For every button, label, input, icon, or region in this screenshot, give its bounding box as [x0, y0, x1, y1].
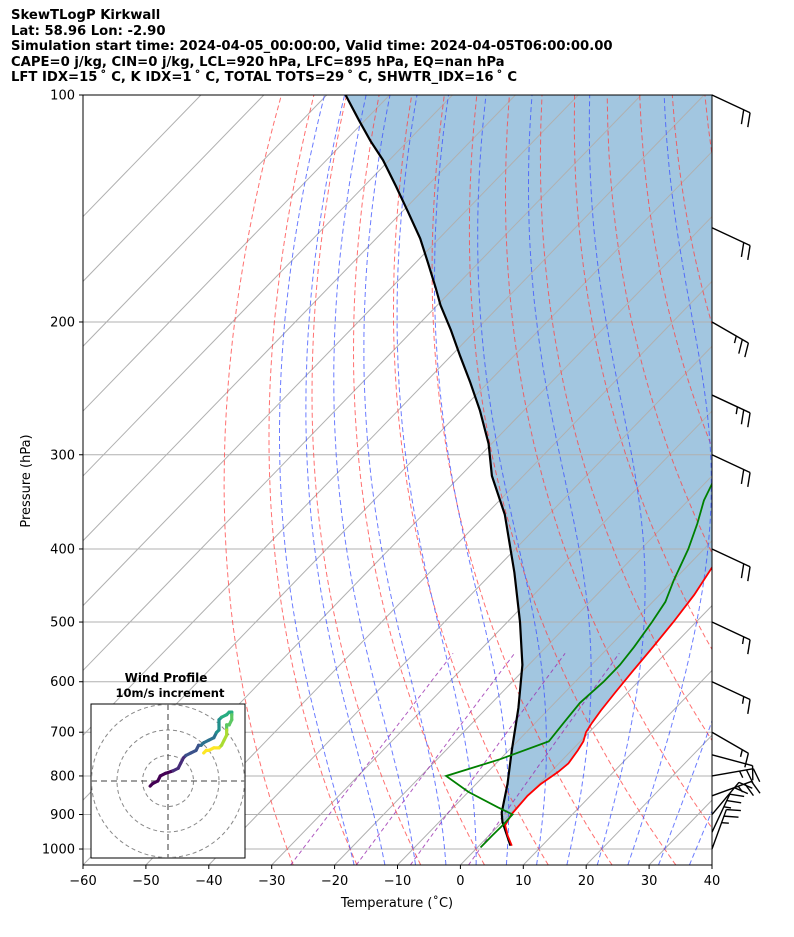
y-tick-label: 200 — [50, 315, 75, 330]
hodograph-title: Wind Profile — [125, 671, 208, 685]
wind-barb — [711, 681, 751, 714]
x-tick-label: −10 — [384, 874, 411, 889]
mixing-ratio-line — [409, 653, 566, 865]
indices-line-1: CAPE=0 j/kg, CIN=0 j/kg, LCL=920 hPa, LF… — [11, 54, 505, 70]
isotherm — [83, 95, 328, 347]
mixing-ratio-line — [468, 653, 620, 865]
isotherm — [83, 95, 642, 672]
moist-adiabat — [396, 95, 477, 865]
y-tick-label: 1000 — [42, 843, 75, 858]
moist-adiabat — [333, 95, 416, 865]
parcel-profile-line — [344, 95, 524, 847]
isotherm — [83, 95, 453, 477]
y-axis-label: Pressure (hPa) — [19, 434, 34, 527]
wind-barb — [711, 621, 751, 655]
y-tick-label: 500 — [50, 616, 75, 631]
moist-adiabat — [477, 95, 547, 865]
moist-adiabat — [627, 95, 712, 865]
y-tick-label: 300 — [50, 448, 75, 463]
wind-barb — [711, 94, 751, 128]
isotherm — [585, 734, 712, 865]
dry-adiabat — [223, 95, 294, 865]
x-tick-label: −60 — [69, 874, 96, 889]
wind-barb — [711, 454, 751, 487]
dewpoint-line — [444, 481, 712, 849]
moist-adiabat — [720, 95, 794, 865]
x-tick-label: 0 — [456, 874, 464, 889]
wind-barb — [711, 731, 750, 768]
moist-adiabat — [305, 95, 386, 865]
dry-adiabat — [539, 95, 712, 742]
x-tick-label: −30 — [258, 874, 285, 889]
hodograph-segment — [202, 748, 208, 755]
location-line: Lat: 58.96 Lon: -2.90 — [11, 23, 166, 39]
y-tick-label: 600 — [50, 675, 75, 690]
dry-adiabat — [573, 95, 712, 651]
hodograph-inset: Wind Profile 10m/s increment — [90, 671, 246, 859]
moist-adiabat — [279, 95, 355, 865]
y-tick-label: 100 — [50, 89, 75, 104]
dry-adiabat — [505, 95, 712, 829]
wind-barb — [711, 808, 741, 850]
time-line: Simulation start time: 2024-04-05_00:00:… — [11, 39, 613, 55]
dry-adiabat — [639, 95, 712, 449]
isotherm — [334, 475, 712, 865]
x-tick-label: −40 — [195, 874, 222, 889]
wind-barb — [711, 793, 745, 833]
isotherm — [208, 345, 712, 865]
hodograph-subtitle: 10m/s increment — [116, 686, 225, 700]
wind-barbs — [711, 94, 761, 850]
dry-adiabat — [738, 95, 794, 865]
negative-area-shading — [345, 95, 712, 846]
moist-adiabat — [528, 95, 592, 865]
isotherm — [83, 95, 390, 412]
isotherm — [271, 410, 712, 865]
dry-adiabat — [311, 95, 422, 865]
chart-title: SkewTLogP Kirkwall — [11, 8, 161, 23]
y-tick-label: 700 — [50, 726, 75, 741]
dry-adiabat — [393, 95, 549, 865]
y-tick-label: 800 — [50, 769, 75, 784]
wind-barb — [711, 548, 751, 582]
x-axis-label: Temperature (˚C) — [340, 895, 453, 911]
dry-adiabat — [352, 95, 485, 865]
isotherm — [83, 95, 265, 283]
x-tick-label: 30 — [641, 874, 658, 889]
wind-barb — [711, 394, 751, 428]
dry-adiabat — [770, 95, 794, 865]
dry-adiabat — [268, 95, 358, 865]
y-tick-label: 900 — [50, 808, 75, 823]
moist-adiabat — [434, 95, 510, 865]
temperature-line — [504, 565, 712, 847]
axes: −60 −50 −40 −30 −20 −10 0 10 20 30 40 1000 900 800 700… — [42, 89, 720, 890]
chart-header: SkewTLogP Kirkwall Lat: 58.96 Lon: -2.90… — [11, 8, 613, 86]
isotherm — [397, 540, 712, 865]
x-tick-label: −20 — [321, 874, 348, 889]
mixing-ratio-line — [355, 653, 516, 865]
dry-adiabat — [468, 95, 677, 865]
wind-barb — [711, 780, 761, 797]
isotherm — [83, 95, 516, 542]
x-tick-label: −50 — [132, 874, 159, 889]
isotherm — [145, 280, 712, 865]
isotherm — [83, 95, 705, 737]
indices-line-2: LFT IDX=15 ˚ C, K IDX=1 ˚ C, TOTAL TOTS=… — [11, 70, 517, 86]
x-tick-label: 20 — [578, 874, 595, 889]
moist-adiabat — [588, 95, 646, 865]
x-tick-label: 40 — [704, 874, 721, 889]
moist-adiabat — [363, 95, 447, 865]
x-tick-label: 10 — [515, 874, 532, 889]
y-tick-label: 400 — [50, 542, 75, 557]
wind-barb — [711, 767, 761, 784]
isotherm — [711, 864, 712, 865]
isotherm — [83, 95, 579, 607]
wind-barb — [711, 227, 751, 261]
isotherm — [522, 669, 712, 865]
mixing-ratio-line — [290, 652, 454, 865]
wind-barb — [711, 321, 750, 358]
moist-adiabat — [658, 719, 712, 865]
